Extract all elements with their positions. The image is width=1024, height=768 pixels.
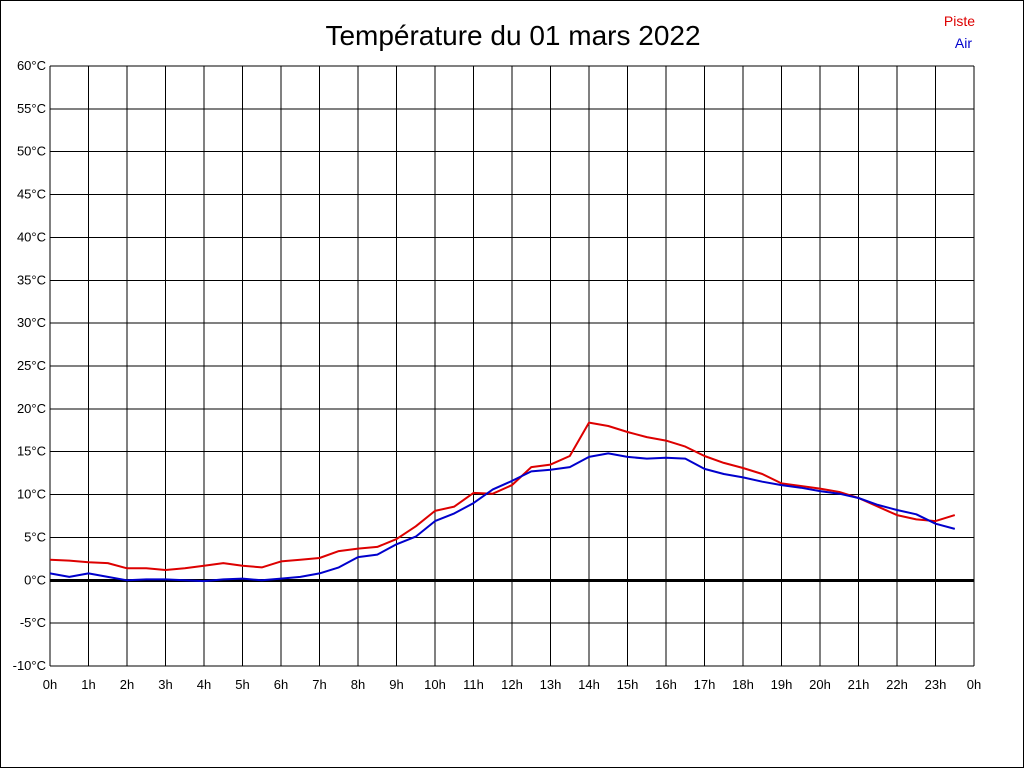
x-tick-label: 4h [197, 677, 211, 692]
x-tick-label: 15h [617, 677, 639, 692]
legend-air: Air [955, 35, 972, 51]
x-tick-label: 11h [463, 677, 484, 692]
x-tick-label: 14h [578, 677, 600, 692]
x-tick-label: 8h [351, 677, 365, 692]
series-line-air [49, 452, 956, 583]
x-tick-label: 5h [235, 677, 249, 692]
x-tick-label: 7h [312, 677, 326, 692]
series-line-piste [49, 421, 956, 571]
y-tick-label: 50°C [17, 144, 46, 159]
x-tick-label: 3h [158, 677, 172, 692]
y-tick-label: 30°C [17, 315, 46, 330]
y-tick-label: 15°C [17, 444, 46, 459]
y-tick-label: 20°C [17, 401, 46, 416]
x-axis-ticks: 0h 1h 2h 3h 4h 5h 6h 7h 8h 9h 10h 11h 12h 13h 14h 15h 16… [43, 677, 981, 692]
legend-piste: Piste [944, 13, 975, 29]
y-tick-label: 5°C [24, 529, 46, 544]
x-tick-label: 6h [274, 677, 288, 692]
x-tick-label: 23h [925, 677, 947, 692]
series-layer [49, 421, 956, 583]
x-tick-label: 1h [81, 677, 95, 692]
y-tick-label: 40°C [17, 229, 46, 244]
y-tick-label: 0°C [24, 572, 46, 587]
y-tick-label: 10°C [17, 487, 46, 502]
y-tick-label: 45°C [17, 187, 46, 202]
x-tick-label: 20h [809, 677, 831, 692]
x-tick-label: 12h [501, 677, 523, 692]
y-tick-label: 60°C [17, 58, 46, 73]
chart-title: Température du 01 mars 2022 [325, 20, 700, 51]
x-tick-label: 2h [120, 677, 134, 692]
y-tick-label: 25°C [17, 358, 46, 373]
grid [49, 65, 975, 667]
x-tick-label: 17h [694, 677, 716, 692]
x-tick-label: 18h [732, 677, 754, 692]
x-tick-label: 22h [886, 677, 908, 692]
x-tick-label: 16h [655, 677, 677, 692]
x-tick-label: 0h [967, 677, 981, 692]
x-tick-label: 21h [848, 677, 870, 692]
x-tick-label: 0h [43, 677, 57, 692]
y-tick-label: -5°C [20, 615, 46, 630]
y-tick-label: -10°C [13, 658, 46, 673]
x-tick-label: 13h [540, 677, 562, 692]
x-tick-label: 19h [771, 677, 793, 692]
y-tick-label: 55°C [17, 101, 46, 116]
y-tick-label: 35°C [17, 272, 46, 287]
y-axis-ticks: 60°C 55°C 50°C 45°C 40°C 35°C 30°C 25°C 20°C 15°C… [13, 58, 46, 673]
x-tick-label: 9h [389, 677, 403, 692]
x-tick-label: 10h [424, 677, 446, 692]
